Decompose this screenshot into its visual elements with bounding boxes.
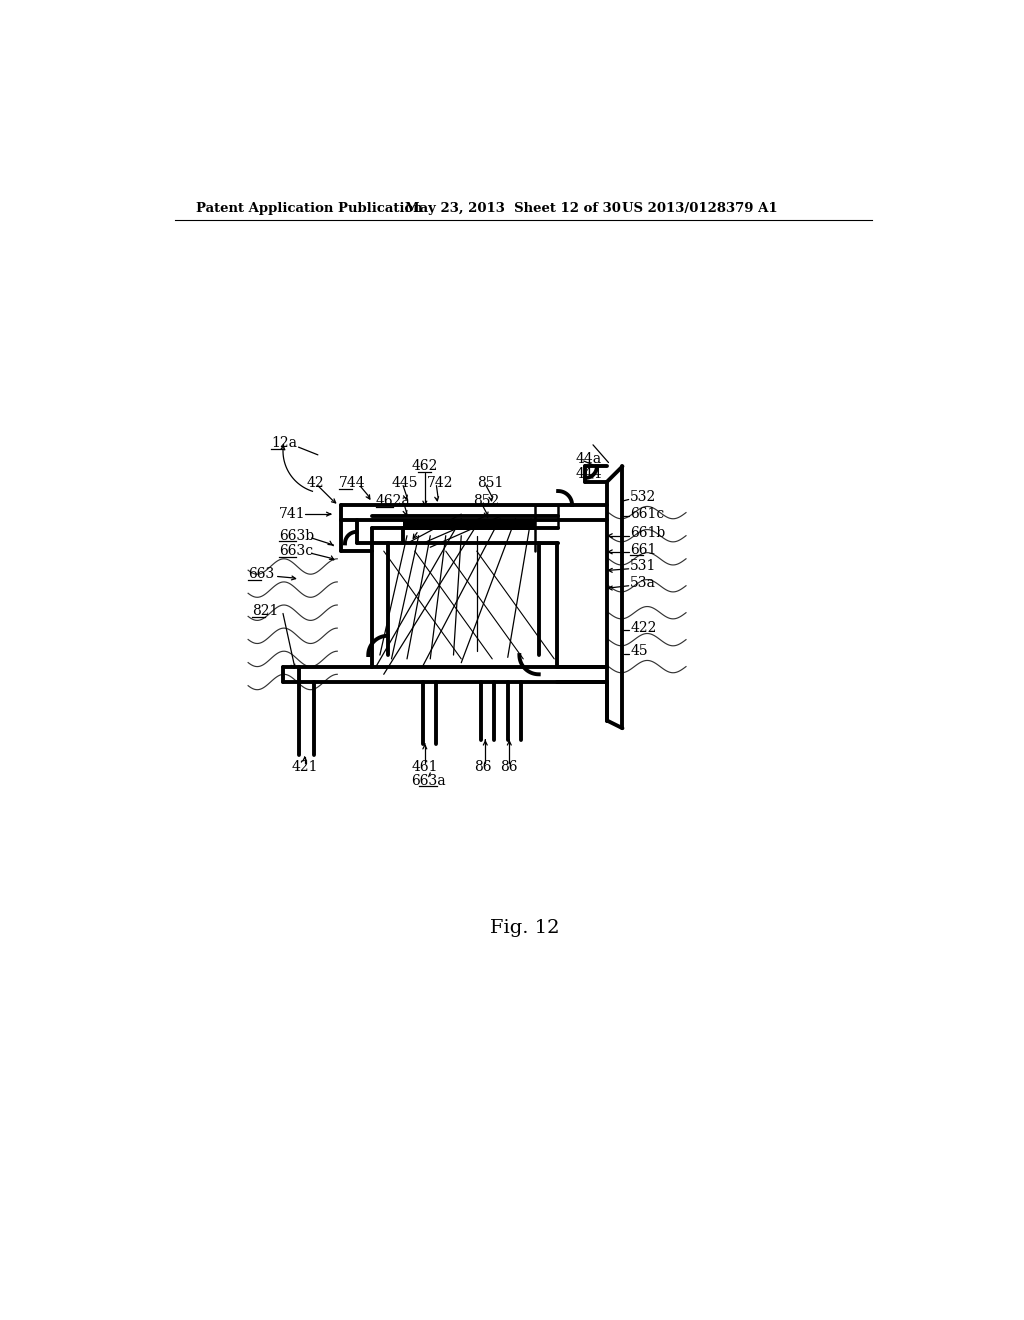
- Text: 744: 744: [339, 477, 366, 490]
- Text: 86: 86: [501, 760, 518, 774]
- Text: 42: 42: [306, 477, 324, 490]
- Text: 661b: 661b: [630, 527, 666, 540]
- Text: 44a: 44a: [575, 451, 602, 466]
- Text: 53a: 53a: [630, 577, 656, 590]
- Text: May 23, 2013  Sheet 12 of 30: May 23, 2013 Sheet 12 of 30: [406, 202, 622, 215]
- Text: US 2013/0128379 A1: US 2013/0128379 A1: [623, 202, 778, 215]
- Text: 444: 444: [575, 467, 602, 480]
- Text: 663: 663: [248, 568, 274, 581]
- Text: 661c: 661c: [630, 507, 665, 521]
- Text: Fig. 12: Fig. 12: [490, 920, 559, 937]
- Text: 445: 445: [391, 477, 418, 490]
- Text: 12a: 12a: [271, 437, 297, 450]
- Text: 531: 531: [630, 560, 656, 573]
- Text: 532: 532: [630, 490, 656, 504]
- Text: 851: 851: [477, 477, 503, 490]
- Bar: [403, 519, 535, 529]
- Text: 421: 421: [292, 760, 317, 774]
- Text: 45: 45: [630, 644, 648, 659]
- Text: 741: 741: [280, 507, 306, 521]
- Text: 462: 462: [412, 459, 438, 474]
- Text: 461: 461: [412, 760, 438, 774]
- Text: 422: 422: [630, 622, 656, 635]
- Text: 661: 661: [630, 543, 656, 557]
- Text: 663c: 663c: [280, 544, 313, 558]
- Text: 462a: 462a: [376, 494, 411, 508]
- Text: 821: 821: [252, 605, 279, 618]
- Text: 663b: 663b: [280, 529, 314, 543]
- Text: Patent Application Publication: Patent Application Publication: [197, 202, 423, 215]
- Text: 852: 852: [473, 494, 499, 508]
- Text: 663a: 663a: [412, 774, 446, 788]
- Text: 86: 86: [474, 760, 492, 774]
- Text: 742: 742: [426, 477, 453, 490]
